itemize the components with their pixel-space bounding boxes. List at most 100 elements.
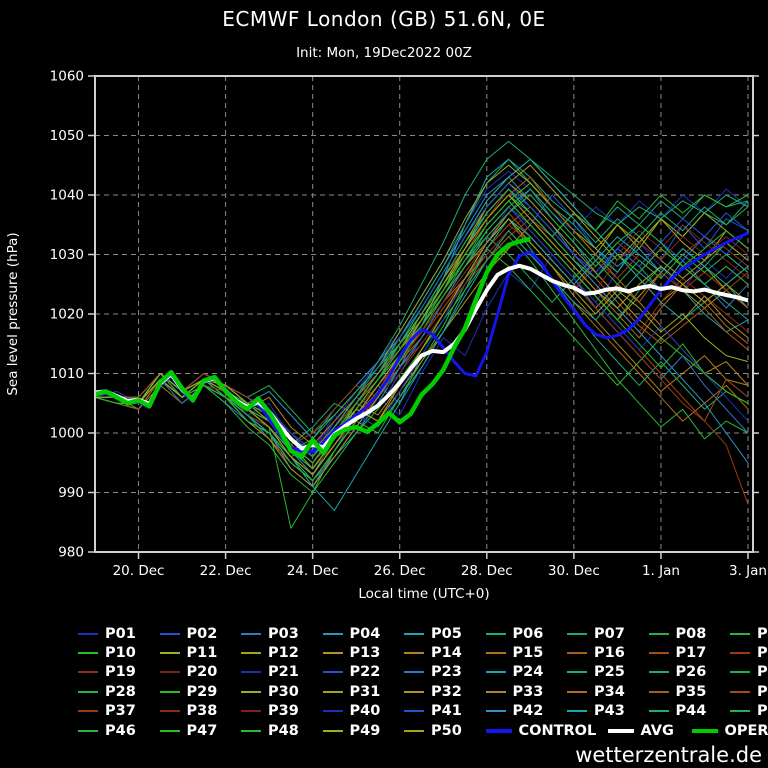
legend-entry-P01: P01: [78, 626, 160, 642]
legend-label: P11: [186, 645, 218, 662]
legend-swatch-P15: [485, 652, 506, 655]
legend-swatch-P44: [648, 710, 669, 713]
y-tick-label: 1010: [50, 366, 84, 382]
legend-swatch-P06: [485, 632, 506, 635]
legend-label: P40: [349, 703, 381, 720]
legend-swatch-P39: [241, 710, 261, 713]
legend-swatch-P14: [404, 652, 424, 655]
legend-entry-P16: P16: [567, 645, 649, 661]
legend-entry-P14: P14: [404, 645, 486, 661]
legend-label: P24: [512, 664, 544, 681]
legend-label: P41: [431, 703, 462, 720]
legend-swatch-P43: [567, 710, 587, 713]
legend-swatch-P19: [78, 671, 98, 674]
legend-label: P14: [431, 645, 462, 662]
legend-swatch-CONTROL: [485, 728, 512, 733]
legend-label: OPER: [724, 722, 768, 739]
series-line-P44: [95, 140, 749, 458]
legend-swatch-P41: [404, 710, 424, 713]
legend-entry-P34: P34: [567, 684, 649, 700]
legend-swatch-P37: [78, 710, 98, 713]
legend-entry-P40: P40: [322, 703, 405, 720]
legend-label: P35: [675, 683, 707, 700]
legend-swatch-P22: [322, 671, 343, 674]
legend-entry-AVG: AVG: [607, 722, 692, 739]
legend-swatch-P11: [159, 652, 180, 655]
legend-label: P04: [349, 625, 381, 642]
y-tick-label: 1060: [50, 69, 84, 85]
watermark: wetterzentrale.de: [575, 743, 762, 767]
legend: P01P02P03P04P05P06P07P08P09P10P11P12P13P…: [78, 624, 768, 740]
legend-swatch-P17: [648, 652, 669, 655]
legend-entry-P45: P45: [730, 703, 768, 719]
legend-swatch-OPER: [691, 728, 718, 733]
legend-entry-CONTROL: CONTROL: [485, 722, 608, 739]
legend-entry-P28: P28: [78, 684, 160, 700]
legend-swatch-P29: [159, 690, 180, 693]
legend-label: P05: [431, 625, 462, 642]
legend-swatch-P47: [159, 729, 180, 732]
legend-swatch-P30: [241, 690, 261, 693]
legend-label: CONTROL: [518, 722, 597, 739]
legend-label: P26: [675, 664, 707, 681]
legend-swatch-P16: [567, 652, 587, 655]
legend-label: P19: [105, 664, 136, 681]
y-tick-label: 1050: [50, 128, 84, 144]
legend-entry-P04: P04: [322, 625, 405, 642]
legend-swatch-P02: [159, 632, 180, 635]
legend-label: P23: [431, 664, 462, 681]
legend-swatch-P48: [241, 729, 261, 732]
legend-swatch-P34: [567, 690, 587, 693]
legend-entry-OPER: OPER: [691, 722, 768, 739]
series-line-P26: [95, 158, 749, 464]
legend-label: P12: [268, 645, 299, 662]
legend-entry-P27: P27: [730, 664, 768, 680]
legend-entry-P36: P36: [730, 684, 768, 700]
legend-label: P36: [757, 683, 768, 700]
legend-swatch-P25: [567, 671, 587, 674]
legend-entry-P11: P11: [159, 645, 242, 662]
legend-entry-P18: P18: [730, 645, 768, 661]
legend-entry-P12: P12: [241, 645, 323, 661]
legend-label: P18: [757, 645, 768, 662]
y-tick-label: 1040: [50, 188, 84, 204]
legend-swatch-P09: [730, 632, 750, 635]
legend-swatch-P27: [730, 671, 750, 674]
x-tick-label: 24. Dec: [287, 563, 339, 579]
legend-swatch-P04: [322, 632, 343, 635]
legend-label: P08: [675, 625, 707, 642]
x-tick-label: 22. Dec: [200, 563, 252, 579]
legend-swatch-P36: [730, 690, 750, 693]
legend-label: P28: [105, 683, 136, 700]
legend-label: AVG: [640, 722, 674, 739]
legend-entry-P31: P31: [322, 684, 405, 700]
legend-swatch-P01: [78, 632, 98, 635]
x-axis-title: Local time (UTC+0): [358, 586, 490, 602]
legend-swatch-AVG: [607, 728, 634, 733]
legend-entry-P48: P48: [241, 723, 323, 739]
legend-entry-P47: P47: [159, 723, 242, 739]
legend-entry-P08: P08: [648, 625, 731, 642]
legend-label: P20: [186, 664, 218, 681]
legend-label: P30: [268, 683, 299, 700]
legend-entry-P37: P37: [78, 703, 160, 719]
legend-label: P22: [349, 664, 381, 681]
legend-entry-P20: P20: [159, 664, 242, 681]
legend-label: P48: [268, 722, 299, 739]
x-tick-label: 26. Dec: [374, 563, 426, 579]
legend-swatch-P28: [78, 690, 98, 693]
legend-label: P21: [268, 664, 299, 681]
legend-label: P32: [431, 683, 462, 700]
series-line-OPER: [95, 236, 531, 460]
legend-label: P50: [431, 722, 462, 739]
legend-swatch-P50: [404, 729, 424, 732]
legend-swatch-P40: [322, 710, 343, 713]
x-tick-label: 28. Dec: [461, 563, 513, 579]
legend-label: P02: [186, 625, 218, 642]
legend-label: P06: [512, 625, 544, 642]
y-tick-label: 1020: [50, 307, 84, 323]
legend-label: P38: [186, 703, 218, 720]
legend-label: P29: [186, 683, 218, 700]
